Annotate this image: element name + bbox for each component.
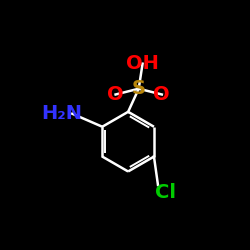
Text: S: S bbox=[132, 79, 146, 98]
Text: O: O bbox=[107, 85, 124, 104]
Text: Cl: Cl bbox=[155, 183, 176, 202]
Text: OH: OH bbox=[126, 54, 159, 73]
Text: H₂N: H₂N bbox=[41, 104, 82, 123]
Text: O: O bbox=[154, 85, 170, 104]
